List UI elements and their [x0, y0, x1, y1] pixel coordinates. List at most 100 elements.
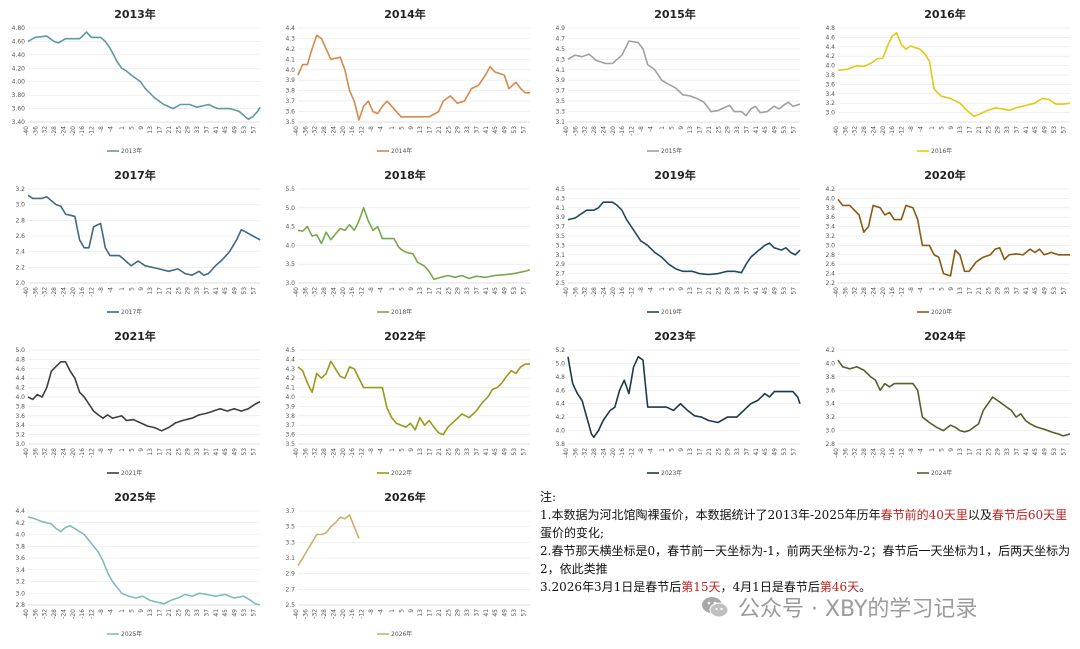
x-tick-label-2020-24: 57: [1060, 287, 1067, 295]
x-tick-label-2025-23: 53: [241, 609, 248, 617]
x-tick-label-2015-7: -12: [629, 126, 636, 136]
x-tick-label-2014-9: -4: [377, 126, 384, 132]
note-3-text-b: ，4月1日是春节后: [720, 580, 820, 594]
x-tick-label-2020-6: -16: [889, 287, 896, 297]
x-tick-label-2022-4: -24: [331, 448, 338, 458]
y-tick-label-2023-4: 4.6: [555, 387, 565, 394]
y-tick-label-2017-3: 2.6: [15, 233, 25, 240]
legend-label-2023: 2023年: [661, 469, 682, 477]
y-tick-label-2020-1: 2.4: [825, 271, 835, 278]
x-tick-label-2016-1: -36: [842, 126, 849, 136]
y-tick-label-2013-4: 4.20: [12, 65, 26, 72]
x-tick-label-2026-17: 29: [455, 609, 462, 617]
x-tick-label-2018-2: -32: [312, 287, 319, 297]
note-1-text-b: 以及: [967, 508, 992, 522]
x-tick-label-2018-23: 53: [511, 287, 518, 295]
y-tick-label-2014-3: 3.8: [285, 88, 295, 95]
x-tick-label-2023-5: -20: [610, 448, 617, 458]
x-tick-label-2026-9: -4: [377, 609, 384, 615]
x-tick-label-2024-6: -16: [889, 448, 896, 458]
y-tick-label-2021-2: 3.4: [15, 422, 25, 429]
x-tick-label-2023-2: -32: [582, 448, 589, 458]
chart-title-2020: 2020年: [924, 168, 966, 182]
x-tick-label-2023-15: 21: [706, 448, 713, 456]
legend-label-2021: 2021年: [121, 469, 142, 477]
chart-title-2017: 2017年: [114, 168, 156, 182]
note-1-highlight-after: 春节后60天里: [991, 508, 1068, 522]
x-tick-label-2015-13: 13: [687, 126, 694, 134]
x-tick-label-2022-18: 33: [464, 448, 471, 456]
y-tick-label-2017-0: 2.0: [15, 280, 25, 287]
y-tick-label-2024-0: 2.8: [825, 441, 835, 448]
y-tick-label-2021-6: 4.2: [15, 385, 25, 392]
x-tick-label-2015-6: -16: [619, 126, 626, 136]
x-tick-label-2013-4: -24: [61, 126, 68, 136]
y-tick-label-2026-0: 2.5: [285, 602, 295, 609]
x-tick-label-2025-11: 5: [129, 609, 136, 613]
x-tick-label-2024-12: 9: [948, 448, 955, 452]
y-tick-label-2022-0: 3.5: [285, 441, 295, 448]
legend-label-2020: 2020年: [931, 308, 952, 316]
y-tick-label-2026-4: 3.3: [285, 539, 295, 546]
y-tick-label-2015-5: 4.1: [555, 67, 565, 74]
x-tick-label-2024-15: 21: [976, 448, 983, 456]
y-tick-label-2019-8: 4.1: [555, 205, 565, 212]
x-tick-label-2017-9: -4: [107, 287, 114, 293]
x-tick-label-2021-22: 49: [232, 448, 239, 456]
x-tick-label-2021-0: -40: [23, 448, 30, 458]
x-tick-label-2021-7: -12: [89, 448, 96, 458]
x-tick-label-2024-21: 45: [1032, 448, 1039, 456]
y-tick-label-2020-4: 3.0: [825, 242, 835, 249]
x-tick-label-2023-11: 5: [669, 448, 676, 452]
x-tick-label-2018-8: -8: [368, 287, 375, 293]
y-tick-label-2015-8: 4.7: [555, 35, 565, 42]
x-tick-label-2019-12: 9: [678, 287, 685, 291]
y-tick-label-2018-3: 4.5: [285, 224, 295, 231]
x-tick-label-2023-1: -36: [572, 448, 579, 458]
x-tick-label-2022-3: -28: [321, 448, 328, 458]
x-tick-label-2026-5: -20: [340, 609, 347, 619]
x-tick-label-2016-20: 41: [1023, 126, 1030, 134]
x-tick-label-2021-19: 37: [203, 448, 210, 456]
x-tick-label-2022-2: -32: [312, 448, 319, 458]
y-tick-label-2024-6: 4.0: [825, 360, 835, 367]
y-tick-label-2014-7: 4.2: [285, 46, 295, 53]
x-tick-label-2022-10: 1: [389, 448, 396, 452]
x-tick-label-2013-11: 5: [129, 126, 136, 130]
chart-title-2014: 2014年: [384, 7, 426, 21]
x-tick-label-2026-3: -28: [321, 609, 328, 619]
x-tick-label-2019-14: 17: [697, 287, 704, 295]
x-tick-label-2015-20: 41: [753, 126, 760, 134]
x-tick-label-2021-14: 17: [157, 448, 164, 456]
x-tick-label-2025-18: 33: [194, 609, 201, 617]
x-tick-label-2017-3: -28: [51, 287, 58, 297]
x-tick-label-2017-0: -40: [23, 287, 30, 297]
x-tick-label-2015-15: 21: [706, 126, 713, 134]
x-tick-label-2018-19: 37: [473, 287, 480, 295]
x-tick-label-2024-9: -4: [917, 448, 924, 454]
x-tick-label-2022-23: 53: [511, 448, 518, 456]
y-tick-label-2022-9: 4.4: [285, 356, 295, 363]
x-tick-label-2025-4: -24: [61, 609, 68, 619]
x-tick-label-2016-12: 9: [948, 126, 955, 130]
x-tick-label-2020-5: -20: [880, 287, 887, 297]
x-tick-label-2021-10: 1: [119, 448, 126, 452]
y-tick-label-2025-6: 4.0: [15, 532, 25, 539]
y-tick-label-2016-9: 4.8: [825, 25, 835, 32]
x-tick-label-2018-3: -28: [321, 287, 328, 297]
x-tick-label-2015-8: -8: [638, 126, 645, 132]
x-tick-label-2025-8: -8: [98, 609, 105, 615]
x-tick-label-2017-2: -32: [42, 287, 49, 297]
y-tick-label-2021-8: 4.6: [15, 366, 25, 373]
x-tick-label-2024-24: 57: [1060, 448, 1067, 456]
x-tick-label-2015-0: -40: [563, 126, 570, 136]
x-tick-label-2025-19: 37: [203, 609, 210, 617]
legend-label-2014: 2014年: [391, 147, 412, 155]
series-line-2014: [297, 34, 530, 121]
x-tick-label-2016-2: -32: [852, 126, 859, 136]
chart-panel-2018: 2018年 3.0 3.5 4.0 4.5 5.0 5.5 -40 -36 -32 -28 -24 -2…: [285, 168, 531, 316]
x-tick-label-2022-20: 41: [483, 448, 490, 456]
x-tick-label-2015-4: -24: [601, 126, 608, 136]
x-tick-label-2026-10: 1: [389, 609, 396, 613]
